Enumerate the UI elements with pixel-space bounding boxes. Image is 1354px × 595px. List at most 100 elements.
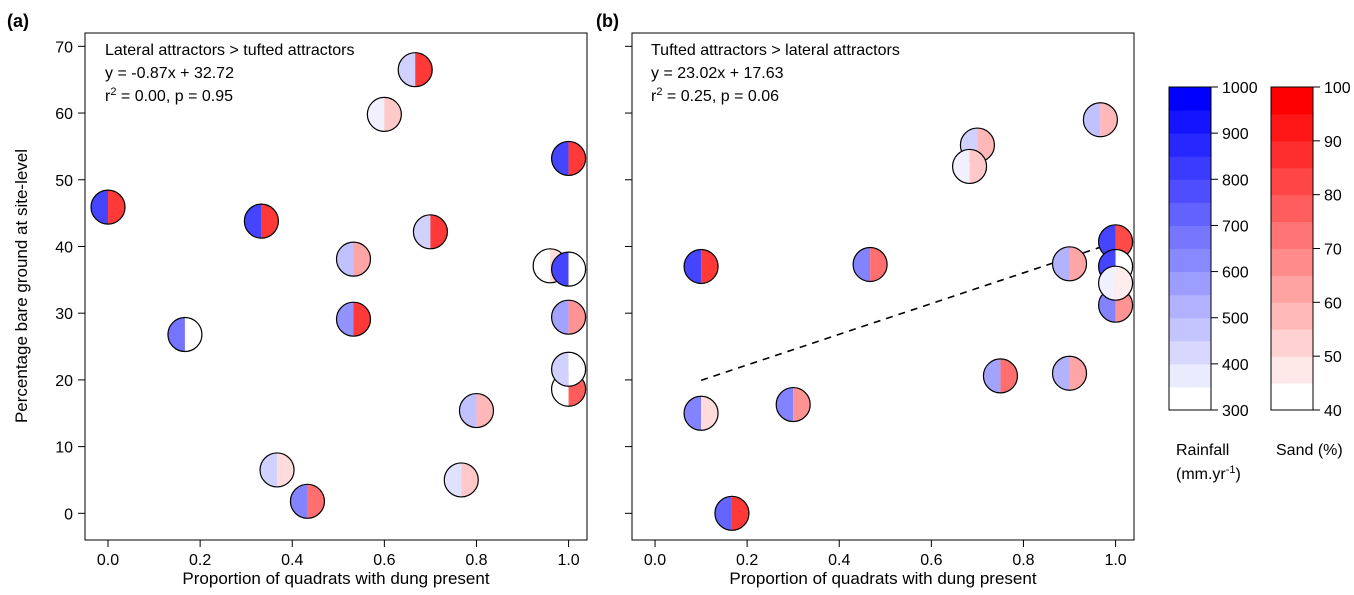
point-sand-half — [977, 128, 995, 163]
point-sand-half — [415, 52, 433, 87]
point-outline — [683, 248, 719, 285]
rainfall-legend-label: Rainfall — [1176, 442, 1229, 459]
panel-a-data-point — [550, 251, 587, 287]
rainfall-tick-label: 700 — [1222, 218, 1249, 235]
point-rainfall-half — [551, 141, 569, 176]
rainfall-legend: 300 400 500 600 700 800 900 1000 Rainfall (mm.y… — [1168, 80, 1258, 483]
rainfall-color-band — [1169, 133, 1211, 157]
point-sand-half — [430, 214, 448, 249]
rainfall-tick-label: 600 — [1222, 265, 1249, 282]
panel-a-data-point — [550, 140, 587, 177]
point-sand-half — [870, 247, 888, 282]
rainfall-color-bands — [1169, 87, 1211, 411]
point-sand-half — [568, 141, 586, 176]
point-outline — [550, 299, 587, 335]
panel-b-data-point — [982, 358, 1019, 394]
point-rainfall-half — [367, 97, 385, 132]
panel-b-trendline — [700, 241, 1116, 382]
point-sand-half — [731, 496, 749, 531]
sand-color-band — [1271, 167, 1313, 196]
panel-a-data-point — [243, 203, 279, 239]
panel-a-data-point — [289, 483, 326, 519]
panel-b-x-tick-label: 0.8 — [1012, 552, 1034, 569]
point-outline — [1051, 246, 1088, 282]
sand-color-band — [1271, 248, 1313, 276]
point-rainfall-half — [714, 496, 732, 531]
point-rainfall-half — [260, 452, 278, 487]
point-outline — [550, 351, 587, 387]
point-rainfall-half — [952, 149, 970, 184]
point-sand-half — [261, 204, 279, 239]
rainfall-color-band — [1169, 294, 1211, 319]
sand-tick-label: 100 — [1324, 80, 1351, 97]
point-rainfall-half — [290, 484, 308, 519]
point-sand-half — [1069, 356, 1087, 391]
rainfall-color-band — [1169, 87, 1211, 111]
panel-b-data-point — [683, 395, 719, 431]
rainfall-legend-units: (mm.yr-1) — [1176, 464, 1241, 483]
rainfall-tick-label: 500 — [1222, 311, 1249, 328]
point-rainfall-half — [853, 247, 871, 282]
point-sand-half — [353, 242, 371, 277]
panel-b-data-point — [1051, 246, 1088, 282]
point-sand-half — [1100, 102, 1118, 137]
point-outline — [1097, 265, 1134, 301]
point-rainfall-half — [244, 204, 262, 239]
panel-b-plot-area — [631, 32, 1135, 541]
panel-a-x-tick-label: 0.6 — [373, 552, 395, 569]
panel-a-annotation-equation: y = -0.87x + 32.72 — [105, 65, 234, 82]
panel-b-points — [683, 102, 1134, 531]
sand-color-band — [1271, 383, 1313, 411]
panel-a-data-point — [458, 392, 495, 429]
point-rainfall-half — [684, 249, 702, 284]
panel-a-y-tick-label: 0 — [64, 506, 73, 523]
panel-b-x-tick-label: 1.0 — [1104, 552, 1126, 569]
panel-a-data-point — [335, 301, 372, 337]
point-outline — [714, 495, 750, 531]
point-rainfall-half — [444, 462, 462, 497]
rainfall-tick-label: 1000 — [1222, 80, 1258, 97]
sand-legend: 40 50 60 70 80 90 100 Sand (%) — [1270, 80, 1351, 459]
rainfall-color-band — [1169, 248, 1211, 273]
panel-a-y-tick-label: 40 — [55, 239, 73, 256]
rainfall-color-band — [1169, 110, 1211, 134]
panel-a-data-point — [550, 299, 587, 335]
sand-tick-label: 80 — [1324, 188, 1342, 205]
point-rainfall-half — [983, 358, 1001, 393]
point-outline — [550, 140, 587, 177]
panel-b-data-point — [951, 148, 988, 185]
sand-color-band — [1271, 194, 1313, 223]
point-outline — [951, 148, 988, 185]
panel-a-label: (a) — [7, 11, 29, 31]
rainfall-color-band — [1169, 317, 1211, 342]
sand-tick-label: 90 — [1324, 134, 1342, 151]
point-rainfall-half — [1052, 356, 1070, 391]
panel-a-x-axis-label: Proportion of quadrats with dung present — [182, 569, 489, 588]
sand-color-bands — [1271, 87, 1313, 411]
sand-color-band — [1271, 140, 1313, 169]
point-outline — [90, 189, 126, 225]
point-rainfall-half — [1098, 266, 1116, 301]
panel-a-data-point — [397, 52, 433, 88]
panel-a-annotation-title: Lateral attractors > tufted attractors — [105, 42, 354, 59]
panel-b-data-point — [683, 248, 719, 285]
point-sand-half — [969, 149, 987, 184]
point-sand-half — [568, 300, 586, 335]
panel-a-data-point — [412, 214, 449, 250]
panel-b-label: (b) — [596, 11, 619, 31]
point-outline — [458, 392, 495, 429]
rainfall-color-band — [1169, 363, 1211, 388]
rainfall-color-band — [1169, 386, 1211, 411]
rainfall-tick-label: 400 — [1222, 357, 1249, 374]
point-outline — [335, 241, 372, 277]
sand-ticks: 40 50 60 70 80 90 100 — [1313, 80, 1351, 420]
point-rainfall-half — [91, 190, 109, 225]
point-outline — [1051, 355, 1088, 391]
rainfall-color-band — [1169, 179, 1211, 203]
panel-a-x-tick-label: 1.0 — [557, 552, 579, 569]
point-sand-half — [476, 393, 494, 428]
point-sand-half — [701, 396, 719, 431]
panel-a-data-point — [167, 316, 203, 353]
panel-a-y-tick-label: 10 — [55, 440, 73, 457]
sand-color-band — [1271, 329, 1313, 357]
